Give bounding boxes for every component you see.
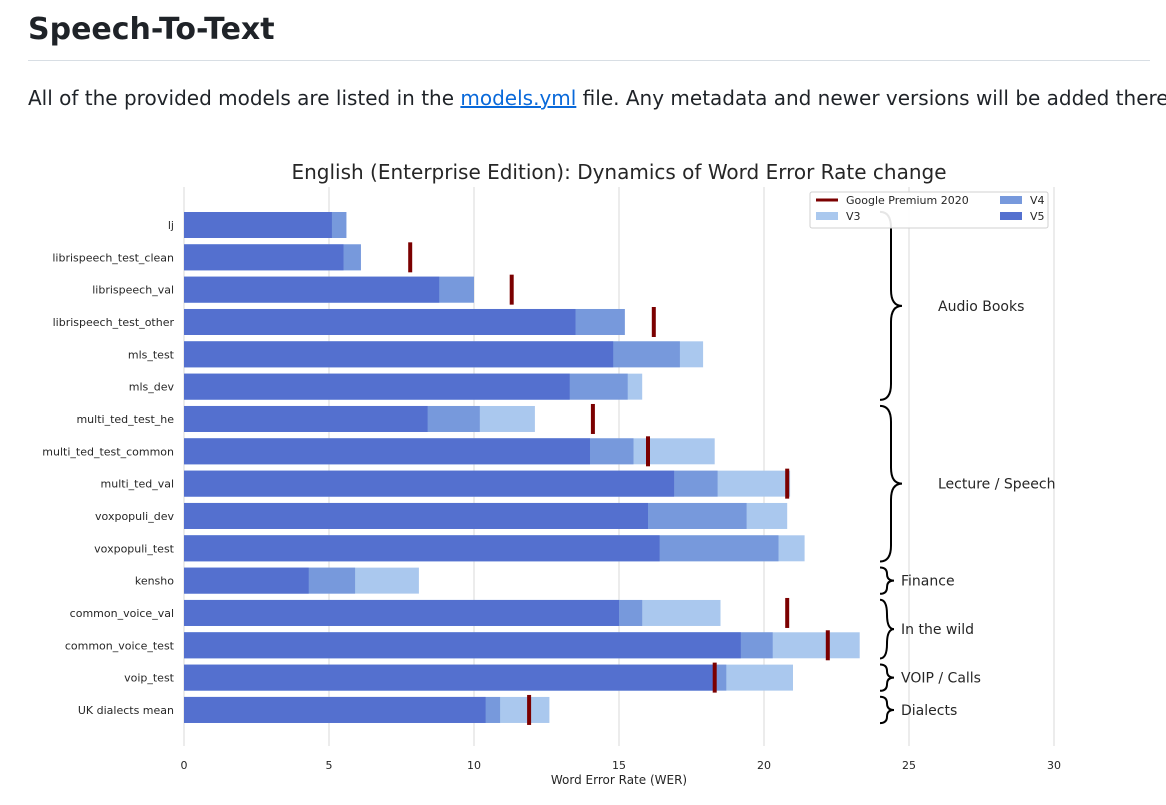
bar-v5 — [184, 696, 486, 723]
bar-v5 — [184, 244, 344, 271]
intro-text-before: All of the provided models are listed in… — [28, 86, 461, 110]
bar-v5 — [184, 405, 428, 432]
x-tick-label: 20 — [757, 759, 771, 772]
bar-v5 — [184, 470, 675, 497]
legend-swatch — [816, 212, 838, 220]
bar-v5 — [184, 535, 660, 562]
legend-swatch — [1000, 196, 1022, 204]
group-brace — [879, 598, 895, 660]
bar-v5 — [184, 341, 614, 368]
y-category-label: UK dialects mean — [78, 704, 174, 717]
bars — [184, 212, 860, 723]
group-label: Audio Books — [938, 299, 1024, 315]
chart-legend: Google Premium 2020 V4 V3 V5 — [809, 191, 1049, 229]
group-brace — [879, 210, 903, 401]
legend-label: V5 — [1030, 210, 1045, 223]
y-category-label: voxpopuli_dev — [95, 510, 174, 523]
y-category-label: common_voice_test — [65, 639, 175, 652]
bar-v5 — [184, 664, 715, 691]
y-category-label: librispeech_val — [92, 284, 174, 297]
group-braces: Audio Books Lecture / Speech Finance In the… — [879, 210, 1055, 725]
group-label: In the wild — [901, 622, 974, 638]
x-tick-label: 0 — [181, 759, 188, 772]
y-category-label: voxpopuli_test — [94, 542, 175, 555]
y-category-label: multi_ted_val — [101, 478, 174, 491]
group-brace — [879, 404, 903, 563]
group-brace — [879, 663, 895, 692]
y-category-label: mls_dev — [129, 381, 175, 394]
group-label: Lecture / Speech — [938, 477, 1055, 493]
legend-label: V4 — [1030, 194, 1045, 207]
x-tick-label: 30 — [1047, 759, 1061, 772]
y-category-label: librispeech_test_other — [53, 316, 175, 329]
bar-v5 — [184, 438, 590, 465]
x-tick-label: 25 — [902, 759, 916, 772]
grid-lines — [183, 187, 1055, 746]
axes: 0 5 10 15 20 25 30 lj librispeech_test_cleanlibr… — [42, 219, 1061, 772]
legend-label: V3 — [846, 210, 861, 223]
legend-label: Google Premium 2020 — [846, 194, 969, 207]
models-yml-link[interactable]: models.yml — [460, 86, 577, 110]
heading-divider — [28, 60, 1150, 61]
bar-v5 — [184, 502, 648, 529]
bar-v5 — [184, 212, 332, 238]
bar-v5 — [184, 567, 309, 594]
intro-paragraph: All of the provided models are listed in… — [28, 86, 1166, 110]
legend-swatch — [1000, 212, 1022, 220]
x-tick-label: 15 — [612, 759, 626, 772]
y-category-label: kensho — [135, 575, 174, 588]
bar-v5 — [184, 308, 576, 335]
legend-box — [809, 191, 1049, 229]
group-label: VOIP / Calls — [901, 671, 981, 687]
x-tick-label: 5 — [326, 759, 333, 772]
group-brace — [879, 566, 895, 595]
page-heading: Speech-To-Text — [28, 12, 275, 47]
bar-v5 — [184, 276, 440, 303]
x-axis-label: Word Error Rate (WER) — [551, 773, 687, 787]
group-label: Finance — [901, 574, 955, 590]
y-category-label: voip_test — [124, 672, 175, 685]
bar-v5 — [184, 599, 619, 626]
group-label: Dialects — [901, 703, 957, 719]
google-markers — [408, 242, 830, 725]
x-tick-label: 10 — [467, 759, 481, 772]
chart-title: English (Enterprise Edition): Dynamics o… — [291, 160, 946, 184]
y-category-label: librispeech_test_clean — [52, 251, 174, 264]
bar-v5 — [184, 632, 741, 659]
group-brace — [879, 695, 895, 725]
y-category-label: multi_ted_test_he — [76, 413, 174, 426]
y-category-label: multi_ted_test_common — [42, 445, 174, 458]
intro-text-after: file. Any metadata and newer versions wi… — [576, 86, 1166, 110]
y-category-label: mls_test — [128, 348, 175, 361]
y-category-label: lj — [168, 219, 174, 232]
y-category-label: common_voice_val — [70, 607, 174, 620]
bar-v5 — [184, 373, 570, 400]
